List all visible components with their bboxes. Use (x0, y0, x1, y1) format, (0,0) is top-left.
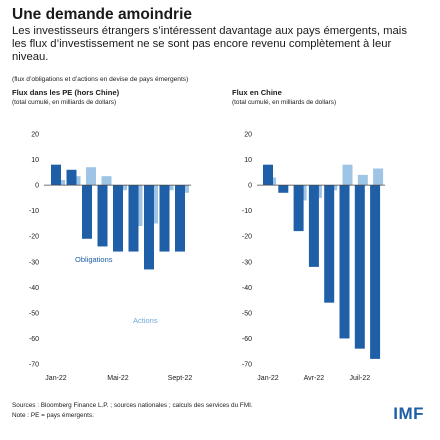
equities-bar (373, 168, 384, 186)
bonds-annotation: Obligations (75, 255, 113, 264)
left-panel-subtitle: (total cumulé, en milliards de dollars) (12, 99, 117, 106)
bonds-bar (113, 185, 123, 252)
equities-bar (357, 174, 368, 186)
y-tick-label: 10 (31, 157, 39, 164)
right-panel-title: Flux en Chine (232, 88, 282, 97)
y-tick-label: -20 (29, 234, 39, 241)
x-tick-label: Jan-22 (257, 375, 279, 382)
y-tick-label: 10 (244, 157, 252, 164)
bonds-bar (97, 185, 108, 247)
y-tick-label: 20 (31, 132, 39, 139)
y-tick-label: -10 (29, 208, 39, 215)
chart-title: Une demande amoindrie (12, 6, 193, 23)
footer-note: Note : PE = pays émergents. (12, 412, 94, 419)
footer-sources: Sources : Bloomberg Finance L.P. ; sourc… (12, 402, 253, 409)
y-tick-label: 20 (244, 132, 252, 139)
bonds-bar (324, 185, 335, 303)
bonds-bar (293, 185, 304, 232)
bonds-bar (370, 185, 381, 359)
x-tick-label: Mai-22 (107, 375, 129, 382)
y-tick-label: -20 (242, 234, 252, 241)
equities-annotation: Actions (133, 316, 158, 325)
y-tick-label: -30 (242, 259, 252, 266)
bonds-bar (278, 185, 289, 193)
bonds-bar (308, 185, 319, 267)
y-tick-label: -50 (29, 310, 39, 317)
bonds-bar (175, 185, 185, 252)
x-tick-label: Sept-22 (168, 375, 193, 382)
y-tick-label: -30 (29, 259, 39, 266)
y-tick-label: -40 (29, 285, 39, 292)
bonds-bar (66, 169, 77, 186)
y-tick-label: 0 (248, 183, 252, 190)
equities-bar (101, 176, 112, 186)
bonds-bar (263, 164, 273, 186)
y-tick-label: -70 (29, 362, 39, 369)
bonds-bar (128, 185, 139, 252)
x-tick-label: Avr-22 (304, 375, 325, 382)
imf-logo: IMF (393, 404, 424, 423)
bonds-bar (159, 185, 170, 252)
left-panel-title: Flux dans les PE (hors Chine) (12, 88, 120, 97)
bonds-bar (339, 185, 350, 339)
y-tick-label: -40 (242, 285, 252, 292)
bonds-bar (82, 185, 92, 239)
bonds-bar (51, 164, 61, 186)
units-note: (flux d’obligations et d’actions en devi… (12, 76, 189, 83)
y-tick-label: -70 (242, 362, 252, 369)
right-panel-subtitle: (total cumulé, en milliards de dollars) (232, 99, 337, 106)
bonds-bar (354, 185, 365, 349)
y-tick-label: -10 (242, 208, 252, 215)
equities-bar (342, 164, 353, 186)
bonds-bar (144, 185, 154, 270)
x-tick-label: Jan-22 (45, 375, 67, 382)
chart-subtitle: Les investisseurs étrangers s’intéressen… (12, 25, 407, 63)
y-tick-label: 0 (35, 183, 39, 190)
equities-bar (86, 167, 96, 186)
y-tick-label: -60 (242, 336, 252, 343)
y-tick-label: -60 (29, 336, 39, 343)
y-tick-label: -50 (242, 310, 252, 317)
x-tick-label: Juil-22 (349, 375, 370, 382)
